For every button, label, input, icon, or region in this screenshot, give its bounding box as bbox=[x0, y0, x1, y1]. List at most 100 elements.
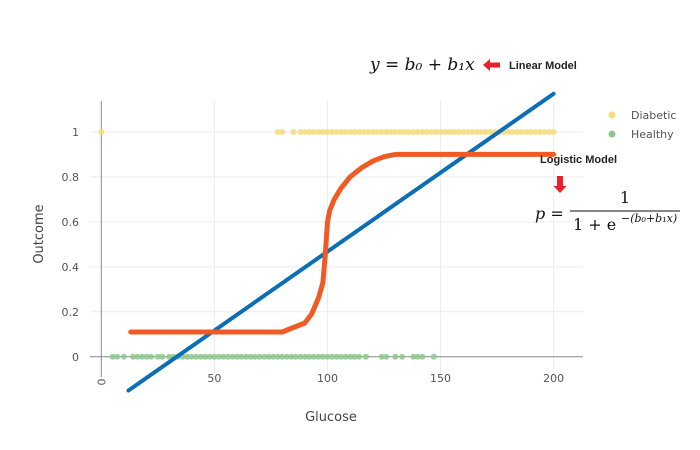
data-point-diabetic bbox=[428, 128, 435, 135]
legend-label-diabetic[interactable]: Diabetic bbox=[631, 109, 676, 122]
linear-model-label: Linear Model bbox=[509, 60, 577, 72]
data-point-diabetic bbox=[518, 128, 525, 135]
data-point-healthy bbox=[202, 353, 209, 360]
data-point-healthy bbox=[351, 353, 358, 360]
data-point-diabetic bbox=[532, 128, 539, 135]
model-lines bbox=[126, 91, 557, 393]
data-point-healthy bbox=[238, 353, 245, 360]
data-point-healthy bbox=[224, 353, 231, 360]
logistic-model-label: Logistic Model bbox=[540, 154, 617, 166]
data-point-diabetic bbox=[487, 128, 494, 135]
data-point-diabetic bbox=[469, 128, 476, 135]
data-point-diabetic bbox=[523, 128, 530, 135]
logistic-model-annotation: Logistic Model p = 1 1 + e −(b₀+b₁x) bbox=[535, 154, 680, 234]
data-point-diabetic bbox=[279, 128, 286, 135]
data-point-healthy bbox=[252, 353, 259, 360]
data-point-healthy bbox=[193, 353, 200, 360]
data-point-healthy bbox=[247, 353, 254, 360]
data-point-healthy bbox=[301, 353, 308, 360]
data-point-healthy bbox=[315, 353, 322, 360]
data-point-healthy bbox=[310, 353, 317, 360]
data-point-diabetic bbox=[333, 128, 340, 135]
data-point-diabetic bbox=[310, 128, 317, 135]
data-point-diabetic bbox=[446, 128, 453, 135]
data-point-healthy bbox=[166, 353, 173, 360]
data-point-healthy bbox=[129, 353, 136, 360]
y-tick-label: 0.6 bbox=[62, 216, 80, 229]
linear-model-line bbox=[126, 91, 556, 393]
logistic-model-curve bbox=[128, 151, 557, 335]
data-point-diabetic bbox=[98, 128, 105, 135]
data-point-healthy bbox=[347, 353, 354, 360]
logistic-formula-numerator: 1 bbox=[620, 188, 630, 207]
y-tick-label: 0.2 bbox=[62, 306, 80, 319]
data-point-healthy bbox=[392, 353, 399, 360]
y-tick-label: 0 bbox=[72, 351, 79, 364]
data-point-diabetic bbox=[541, 128, 548, 135]
legend-marker-diabetic bbox=[608, 111, 616, 119]
data-point-diabetic bbox=[378, 128, 385, 135]
data-point-healthy bbox=[215, 353, 222, 360]
data-point-diabetic bbox=[460, 128, 467, 135]
data-point-healthy bbox=[233, 353, 240, 360]
data-point-healthy bbox=[414, 353, 421, 360]
scatter-points bbox=[98, 128, 557, 360]
data-point-diabetic bbox=[365, 128, 372, 135]
down-arrow-icon bbox=[553, 176, 567, 193]
y-axis-title: Outcome bbox=[32, 204, 47, 263]
data-point-diabetic bbox=[505, 128, 512, 135]
data-point-diabetic bbox=[351, 128, 358, 135]
data-point-healthy bbox=[297, 353, 304, 360]
data-point-healthy bbox=[333, 353, 340, 360]
data-point-diabetic bbox=[442, 128, 449, 135]
data-point-healthy bbox=[243, 353, 250, 360]
data-point-diabetic bbox=[274, 128, 281, 135]
legend-marker-healthy bbox=[608, 130, 616, 138]
data-point-healthy bbox=[324, 353, 331, 360]
data-point-healthy bbox=[356, 353, 363, 360]
legend-label-healthy[interactable]: Healthy bbox=[631, 128, 674, 141]
linear-model-formula: y = b₀ + b₁x bbox=[369, 55, 475, 75]
x-tick-label: 150 bbox=[430, 372, 451, 385]
axes bbox=[90, 101, 583, 377]
data-point-diabetic bbox=[509, 128, 516, 135]
data-point-healthy bbox=[184, 353, 191, 360]
data-point-healthy bbox=[306, 353, 313, 360]
data-point-healthy bbox=[319, 353, 326, 360]
data-point-healthy bbox=[229, 353, 236, 360]
data-point-diabetic bbox=[319, 128, 326, 135]
logistic-formula-denominator: 1 + e bbox=[573, 215, 616, 234]
data-point-healthy bbox=[383, 353, 390, 360]
linear-model-annotation: y = b₀ + b₁x Linear Model bbox=[369, 55, 577, 75]
data-point-healthy bbox=[143, 353, 150, 360]
data-point-healthy bbox=[279, 353, 286, 360]
x-tick-label: 50 bbox=[207, 372, 221, 385]
data-point-healthy bbox=[114, 353, 121, 360]
data-point-diabetic bbox=[383, 128, 390, 135]
data-point-diabetic bbox=[328, 128, 335, 135]
data-point-diabetic bbox=[527, 128, 534, 135]
data-point-healthy bbox=[419, 353, 426, 360]
data-point-diabetic bbox=[290, 128, 297, 135]
data-point-diabetic bbox=[550, 128, 557, 135]
data-point-diabetic bbox=[374, 128, 381, 135]
data-point-healthy bbox=[211, 353, 218, 360]
data-point-diabetic bbox=[356, 128, 363, 135]
logistic-formula-lhs: p = bbox=[535, 204, 564, 223]
data-point-healthy bbox=[188, 353, 195, 360]
data-point-diabetic bbox=[433, 128, 440, 135]
data-point-diabetic bbox=[455, 128, 462, 135]
x-tick-label: 0 bbox=[95, 379, 108, 386]
logistic-formula-exponent: −(b₀+b₁x) bbox=[621, 212, 677, 225]
data-point-healthy bbox=[109, 353, 116, 360]
data-point-healthy bbox=[410, 353, 417, 360]
data-point-healthy bbox=[120, 353, 127, 360]
data-point-healthy bbox=[342, 353, 349, 360]
data-point-diabetic bbox=[392, 128, 399, 135]
data-point-diabetic bbox=[546, 128, 553, 135]
data-point-healthy bbox=[338, 353, 345, 360]
data-point-healthy bbox=[256, 353, 263, 360]
data-point-diabetic bbox=[338, 128, 345, 135]
data-point-diabetic bbox=[297, 128, 304, 135]
